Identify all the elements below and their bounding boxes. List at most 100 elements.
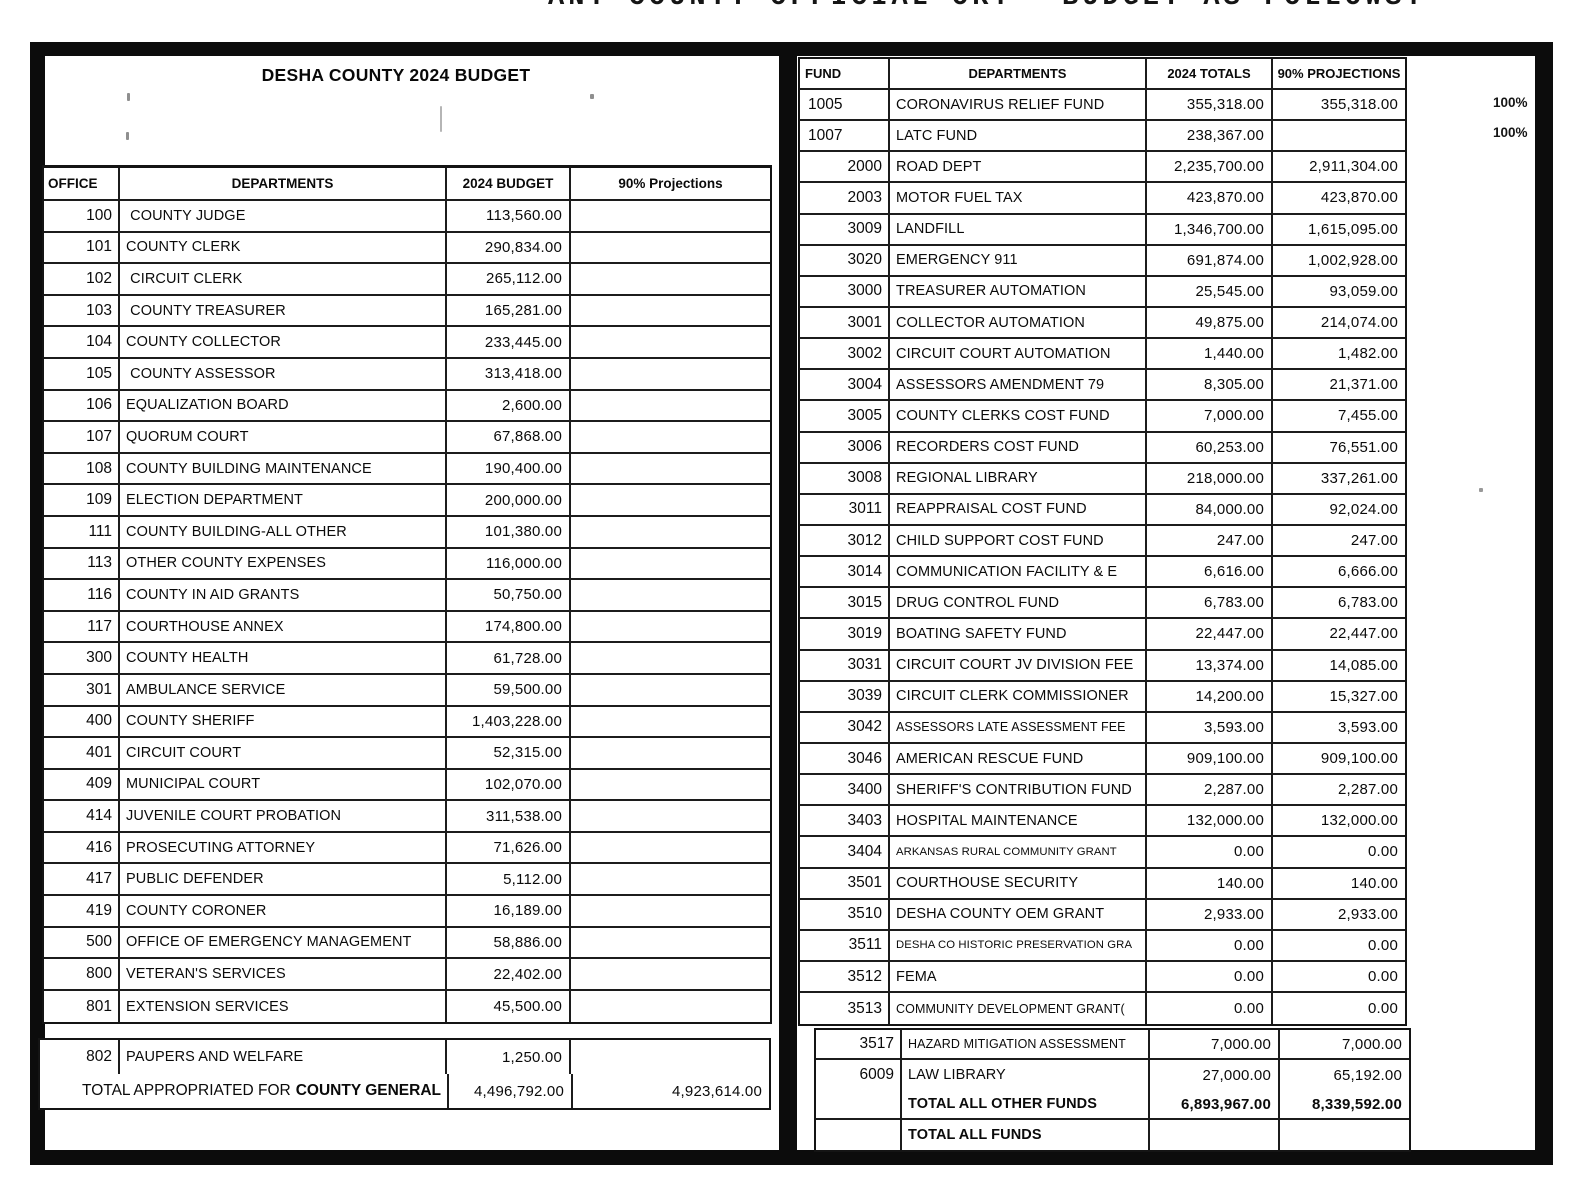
- department-name: EQUALIZATION BOARD: [120, 390, 447, 421]
- fund-number: 3403: [800, 806, 890, 836]
- projection-amount: 8,339,592.00: [1312, 1095, 1402, 1113]
- department-name: ROAD DEPT: [890, 152, 1147, 182]
- projection-amount: 76,551.00: [1329, 438, 1398, 456]
- projection-amount: [571, 675, 770, 705]
- department-name: COUNTY JUDGE: [120, 201, 447, 231]
- department-name: VETERAN'S SERVICES: [120, 959, 447, 989]
- table-row: 3000 TREASURER AUTOMATION 25,545.00 93,0…: [800, 276, 1405, 308]
- total-amount: 13,374.00: [1147, 650, 1273, 680]
- budget-amount: 174,800.00: [447, 611, 571, 642]
- column-header-totals: 2024 TOTALS: [1147, 59, 1273, 88]
- column-header-budget: 2024 BUDGET: [447, 168, 571, 199]
- table-header-row: FUND DEPARTMENTS 2024 TOTALS 90% PROJECT…: [800, 59, 1405, 90]
- office-number: 416: [44, 832, 120, 863]
- projection-amount: 247.00: [1350, 532, 1398, 550]
- table-row: 116 COUNTY IN AID GRANTS 50,750.00: [44, 580, 770, 612]
- right-page: 100% 100% FUND DEPARTMENTS 2024 TOTALS 9…: [797, 56, 1535, 1152]
- table-row: 108 COUNTY BUILDING MAINTENANCE 190,400.…: [44, 453, 770, 486]
- office-number: 117: [44, 611, 120, 642]
- projection-amount: [571, 201, 770, 231]
- department-name: TREASURER AUTOMATION: [890, 276, 1147, 306]
- total-amount: 218,000.00: [1147, 463, 1273, 493]
- department-name: CIRCUIT COURT: [120, 738, 447, 768]
- budget-amount: 1,250.00: [447, 1040, 571, 1074]
- projection-amount: 3,593.00: [1338, 718, 1398, 736]
- total-amount: 2,933.00: [1147, 899, 1273, 929]
- total-label-regular: TOTAL APPROPRIATED FOR: [82, 1082, 291, 1099]
- office-number: 102: [44, 264, 120, 294]
- table-row: 3001 COLLECTOR AUTOMATION 49,875.00 214,…: [800, 307, 1405, 340]
- total-amount: 6,616.00: [1147, 557, 1273, 587]
- projection-amount: 14,085.00: [1329, 656, 1398, 674]
- fund-number-empty: [816, 1090, 902, 1118]
- budget-amount: 1,403,228.00: [447, 706, 571, 737]
- projection-amount: [571, 233, 770, 263]
- office-number: 400: [44, 706, 120, 737]
- projection-amount: 214,074.00: [1320, 314, 1398, 332]
- projection-amount: 6,666.00: [1338, 563, 1398, 581]
- table-row: 3039 CIRCUIT CLERK COMMISSIONER 14,200.0…: [800, 681, 1405, 713]
- budget-amount: 22,402.00: [447, 959, 571, 989]
- projection-amount: 140.00: [1350, 874, 1398, 892]
- table-row: 111 COUNTY BUILDING-ALL OTHER 101,380.00: [44, 516, 770, 549]
- budget-amount: 113,560.00: [447, 201, 571, 231]
- total-projection-amount: 4,923,614.00: [672, 1082, 762, 1100]
- fund-number: 3031: [800, 650, 890, 680]
- table-row: 400 COUNTY SHERIFF 1,403,228.00: [44, 706, 770, 739]
- table-row: 100 COUNTY JUDGE 113,560.00: [44, 201, 770, 233]
- table-row: 401 CIRCUIT COURT 52,315.00: [44, 738, 770, 770]
- department-name: MUNICIPAL COURT: [120, 769, 447, 800]
- scan-artifact: [440, 106, 442, 132]
- total-amount: 7,000.00: [1150, 1030, 1280, 1058]
- office-number: 106: [44, 390, 120, 421]
- total-amount: 0.00: [1147, 837, 1273, 867]
- total-all-funds-label: TOTAL ALL FUNDS: [902, 1120, 1150, 1150]
- table-row: 3014 COMMUNICATION FACILITY & E 6,616.00…: [800, 557, 1405, 589]
- fund-number-empty: [816, 1120, 902, 1150]
- table-row: 800 VETERAN'S SERVICES 22,402.00: [44, 959, 770, 991]
- department-name: MOTOR FUEL TAX: [890, 183, 1147, 213]
- fund-number: 3501: [800, 868, 890, 898]
- projection-amount: 2,933.00: [1338, 905, 1398, 923]
- projection-amount: 7,000.00: [1342, 1035, 1402, 1053]
- column-header-fund: FUND: [800, 59, 890, 88]
- projection-amount: [571, 896, 770, 926]
- projection-amount: 1,002,928.00: [1308, 251, 1398, 269]
- table-row: 414 JUVENILE COURT PROBATION 311,538.00: [44, 801, 770, 833]
- department-name: LAW LIBRARY: [902, 1060, 1150, 1090]
- projection-amount: [571, 359, 770, 389]
- margin-note: 100%: [1493, 95, 1528, 110]
- left-page: DESHA COUNTY 2024 BUDGET OFFICE DEPARTME…: [38, 56, 779, 1150]
- fund-number: 1005: [800, 90, 890, 120]
- total-amount: 691,874.00: [1147, 245, 1273, 275]
- department-name: ELECTION DEPARTMENT: [120, 485, 447, 515]
- table-row: 103 COUNTY TREASURER 165,281.00: [44, 295, 770, 328]
- total-amount: 238,367.00: [1147, 121, 1273, 151]
- projection-amount: [571, 485, 770, 515]
- table-row: 301 AMBULANCE SERVICE 59,500.00: [44, 674, 770, 707]
- budget-amount: 59,500.00: [447, 674, 571, 705]
- table-row: 419 COUNTY CORONER 16,189.00: [44, 896, 770, 928]
- table-row: 417 PUBLIC DEFENDER 5,112.00: [44, 864, 770, 897]
- total-all-other-funds-row: TOTAL ALL OTHER FUNDS 6,893,967.00 8,339…: [816, 1090, 1409, 1120]
- department-name: COUNTY CLERK: [120, 232, 447, 263]
- table-row: 109 ELECTION DEPARTMENT 200,000.00: [44, 485, 770, 517]
- total-amount: 423,870.00: [1147, 183, 1273, 213]
- office-number: 111: [44, 516, 120, 547]
- department-name: AMERICAN RESCUE FUND: [890, 743, 1147, 774]
- fund-number: 3020: [800, 245, 890, 275]
- fund-number: 3008: [800, 463, 890, 493]
- department-name: COUNTY TREASURER: [120, 295, 447, 326]
- column-header-projections: 90% Projections: [618, 176, 723, 191]
- cutoff-text-right: BUDGET AS FOLLOWS.: [1062, 0, 1426, 13]
- department-name: DESHA CO HISTORIC PRESERVATION GRA: [890, 930, 1147, 960]
- fund-number: 3046: [800, 743, 890, 774]
- table-row: 3011 REAPPRAISAL COST FUND 84,000.00 92,…: [800, 494, 1405, 526]
- department-name: BOATING SAFETY FUND: [890, 619, 1147, 649]
- department-name: CIRCUIT CLERK: [120, 264, 447, 294]
- total-amount: 132,000.00: [1147, 806, 1273, 836]
- fund-number: 1007: [800, 121, 890, 151]
- table-row: 101 COUNTY CLERK 290,834.00: [44, 232, 770, 265]
- department-name: CHILD SUPPORT COST FUND: [890, 525, 1147, 556]
- cutoff-header-text: ANY COUNTY OFFICIAL OR. BUDGET AS FOLLOW…: [0, 0, 1569, 15]
